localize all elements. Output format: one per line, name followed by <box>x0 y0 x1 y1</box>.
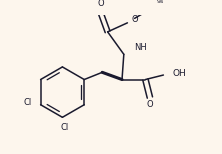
Text: Cl: Cl <box>60 123 68 132</box>
Text: Cl: Cl <box>23 98 32 107</box>
Text: O: O <box>97 0 104 8</box>
Text: 9s: 9s <box>156 0 163 4</box>
Text: O: O <box>147 100 153 109</box>
Text: NH: NH <box>135 43 147 52</box>
Text: OH: OH <box>172 69 186 78</box>
Text: O: O <box>131 15 138 24</box>
